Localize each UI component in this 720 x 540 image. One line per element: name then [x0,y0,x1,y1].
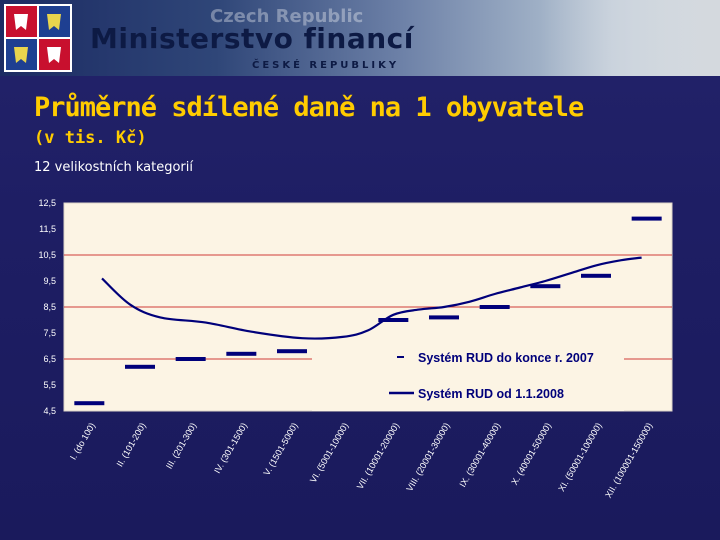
y-tick-label: 6,5 [43,354,56,364]
x-tick-label: VI. (5001-10000) [308,421,350,484]
series-marker-10 [530,284,561,289]
y-tick-label: 7,5 [43,328,56,338]
y-tick-label: 8,5 [43,302,56,312]
banner-watermark: Czech Republic [210,6,364,27]
x-tick-label: III. (201-300) [164,421,198,471]
y-tick-label: 9,5 [43,276,56,286]
x-tick-label: V. (1501-5000) [261,421,299,477]
series-marker-12 [631,216,662,221]
series-marker-8 [429,315,459,320]
slide-note: 12 velikostních kategorií [34,160,193,175]
x-tick-label: IV. (301-1500) [212,421,249,475]
slide-subtitle: (v tis. Kč) [34,128,147,148]
x-tick-label: II. (101-200) [115,421,148,468]
chart-legend: Systém RUD do konce r. 2007 Systém RUD od… [312,343,624,411]
banner-photo [540,0,720,76]
series-marker-9 [479,305,510,309]
header-banner: Czech Republic Ministerstvo financí ČESK… [0,0,720,76]
series-marker-11 [581,273,611,278]
series-marker-5 [277,349,307,354]
x-tick-label: XI. (50001-100000) [556,421,603,493]
x-tick-label: IX. (30001-40000) [457,421,502,489]
y-tick-label: 5,5 [43,380,56,390]
x-tick-label: X. (40001-50000) [509,421,553,487]
series-marker-7 [378,318,409,322]
banner-subtitle: ČESKÉ REPUBLIKY [252,60,400,71]
y-tick-label: 10,5 [38,250,56,260]
legend-label-2008: Systém RUD od 1.1.2008 [418,387,564,401]
y-tick-label: 11,5 [39,224,56,234]
x-tick-label: VIII. (20001-30000) [404,421,451,493]
series-marker-2 [125,364,155,369]
x-tick-label: XII. (100001-150000) [603,421,654,500]
x-tick-label: I. (do 100) [68,421,97,462]
x-axis: I. (do 100) II. (101-200) III. (201-300) IV… [68,421,655,500]
slide-title: Průměrné sdílené daně na 1 obyvatele [34,92,584,123]
banner-title: Ministerstvo financí [90,22,414,55]
series-line-2008 [101,256,642,340]
legend-box [312,343,624,411]
y-tick-label: 4,5 [43,406,56,416]
series-marker-4 [226,351,257,356]
y-tick-label: 12,5 [38,198,56,208]
series-line-path [101,256,642,340]
series-marker-3 [175,357,206,361]
czech-coat-of-arms-icon [4,4,72,72]
legend-label-2007: Systém RUD do konce r. 2007 [418,351,594,365]
y-axis: 4,5 5,5 6,5 7,5 8,5 9,5 10,5 11,5 12,5 [38,198,56,416]
series-marker-1 [74,401,105,406]
x-tick-label: VII. (10001-20000) [355,421,401,491]
